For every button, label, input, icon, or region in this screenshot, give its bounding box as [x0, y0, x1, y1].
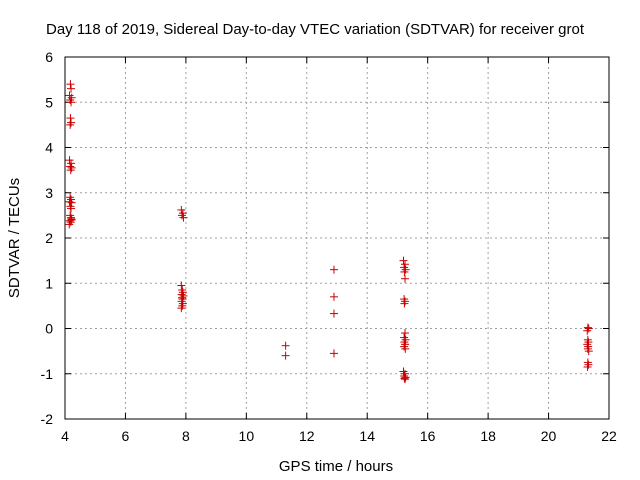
data-point — [583, 340, 592, 349]
data-point — [400, 374, 409, 383]
data-point — [583, 326, 592, 335]
x-tick-label: 6 — [122, 428, 130, 444]
x-tick-label: 14 — [359, 428, 375, 444]
y-tick-label: -2 — [41, 411, 54, 427]
data-point — [177, 304, 186, 313]
data-point — [401, 274, 409, 283]
data-point — [178, 301, 187, 310]
data-point — [400, 299, 409, 308]
grid — [65, 57, 609, 419]
y-tick-label: 3 — [45, 185, 53, 201]
data-point — [66, 120, 75, 129]
data-point — [67, 163, 76, 172]
y-tick-label: 5 — [45, 94, 53, 110]
data-point — [67, 198, 76, 207]
x-tick-label: 18 — [480, 428, 496, 444]
data-point — [329, 265, 338, 274]
data-point — [584, 347, 593, 356]
data-point — [401, 329, 409, 338]
data-point — [65, 197, 74, 206]
data-point — [399, 256, 408, 265]
y-tick-label: 4 — [45, 140, 53, 156]
data-point — [583, 323, 592, 332]
data-point — [401, 375, 409, 384]
data-point — [66, 166, 75, 175]
y-tick-label: 6 — [45, 49, 53, 65]
data-point — [178, 299, 187, 308]
data-point — [66, 114, 75, 123]
data-point — [583, 362, 592, 371]
data-point — [179, 213, 188, 222]
data-point — [66, 162, 75, 171]
data-point — [67, 84, 76, 93]
data-point — [401, 335, 410, 344]
data-point — [65, 91, 74, 100]
y-axis-label: SDTVAR / TECUs — [6, 178, 23, 298]
data-point — [67, 93, 76, 102]
data-point — [400, 267, 409, 276]
data-point — [177, 211, 186, 220]
data-point — [66, 95, 75, 104]
data-point — [584, 324, 593, 333]
data-point — [400, 342, 409, 351]
data-point — [65, 156, 74, 165]
data-point — [329, 309, 338, 318]
data-point — [177, 281, 186, 290]
chart-title: Day 118 of 2019, Sidereal Day-to-day VTE… — [46, 21, 585, 38]
data-point — [67, 204, 76, 213]
data-point — [583, 344, 592, 353]
x-tick-label: 8 — [182, 428, 190, 444]
data-point — [399, 367, 408, 376]
data-point — [65, 220, 74, 229]
data-point — [401, 265, 410, 274]
data-point — [67, 118, 76, 127]
data-point — [401, 260, 409, 269]
data-point — [401, 344, 410, 353]
data-point — [66, 202, 75, 211]
data-point — [584, 360, 593, 369]
data-point — [329, 349, 338, 358]
data-point — [179, 291, 188, 300]
y-tick-label: 2 — [45, 230, 53, 246]
data-point — [401, 373, 410, 382]
data-point — [178, 286, 187, 295]
x-tick-label: 22 — [601, 428, 617, 444]
y-tick-label: 0 — [45, 321, 53, 337]
data-point — [67, 214, 76, 223]
data-point — [66, 193, 75, 202]
data-point — [66, 80, 75, 89]
x-tick-label: 12 — [299, 428, 315, 444]
plot-border — [64, 56, 610, 420]
x-tick-label: 10 — [239, 428, 255, 444]
y-tick-label: -1 — [41, 366, 54, 382]
data-point — [177, 205, 186, 214]
x-tick-label: 16 — [420, 428, 436, 444]
data-point — [67, 98, 76, 107]
data-point — [65, 216, 74, 225]
x-tick-label: 4 — [61, 428, 69, 444]
data-point — [401, 297, 409, 306]
x-tick-label: 20 — [541, 428, 557, 444]
data-point — [281, 351, 290, 360]
x-axis-label: GPS time / hours — [279, 458, 393, 475]
data-point — [329, 292, 338, 301]
data-point — [281, 341, 290, 350]
y-tick-label: 1 — [45, 275, 53, 291]
data-points — [65, 80, 593, 384]
data-point — [67, 159, 76, 168]
